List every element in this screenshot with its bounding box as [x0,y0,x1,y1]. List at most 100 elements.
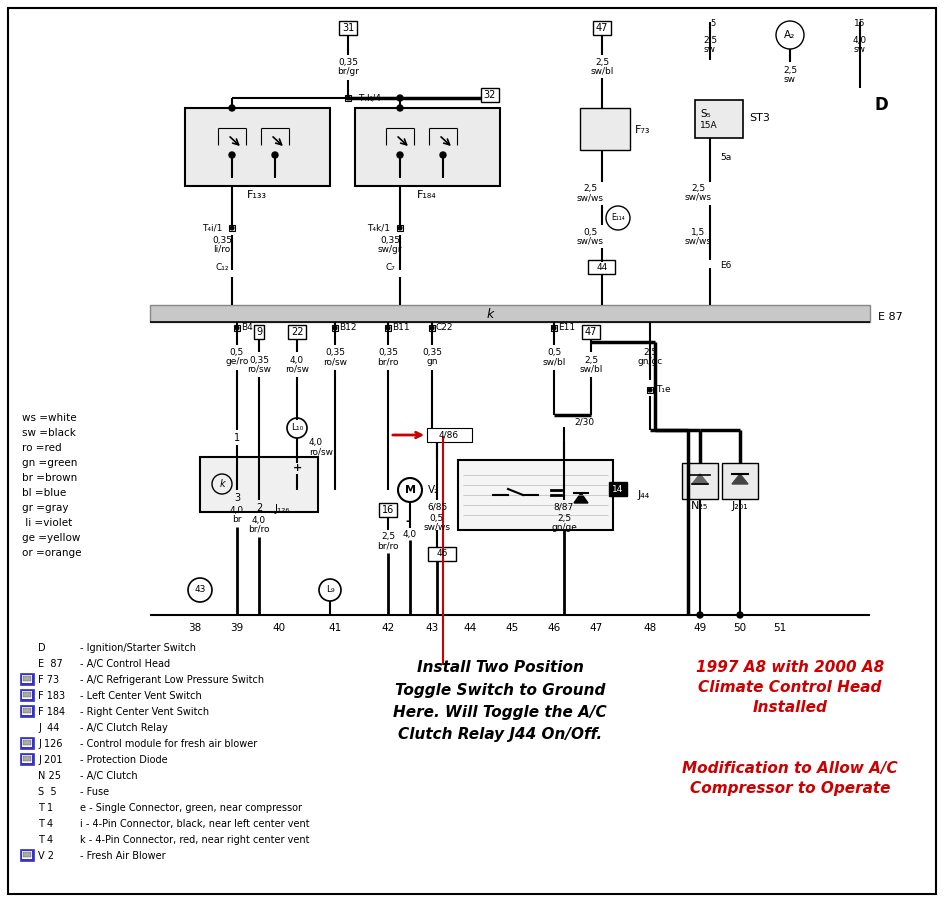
Polygon shape [574,493,588,503]
Text: gn/gc: gn/gc [637,356,663,365]
Bar [609,482,627,496]
Text: 1,5: 1,5 [691,227,705,236]
Circle shape [737,612,743,618]
Bar [20,753,34,765]
Bar [355,108,500,186]
Text: 0,5: 0,5 [547,348,561,357]
Text: 4,0: 4,0 [403,529,417,538]
Bar [397,225,403,231]
Bar [23,708,31,713]
Text: 43: 43 [194,585,206,594]
Text: 4,0: 4,0 [290,355,304,364]
Text: Compressor to Operate: Compressor to Operate [690,780,890,796]
Text: 1: 1 [234,433,240,443]
Text: T₁e: T₁e [656,385,670,394]
Text: k: k [486,308,494,320]
Bar [185,108,330,186]
Text: F₁₃₃: F₁₃₃ [247,190,267,200]
Text: 47: 47 [585,327,598,337]
Circle shape [397,105,403,111]
Bar [695,100,743,138]
Text: 16: 16 [382,505,395,515]
Text: 2/30: 2/30 [574,418,594,427]
Bar [345,95,351,101]
Text: 0,5: 0,5 [230,348,244,357]
Text: - Right Center Vent Switch: - Right Center Vent Switch [80,707,210,717]
Bar [427,428,472,442]
Text: 44: 44 [464,623,477,633]
Text: 2: 2 [256,503,262,513]
Bar [20,673,34,685]
Text: L₉: L₉ [326,585,334,594]
Text: gr =gray: gr =gray [22,503,69,513]
Text: k - 4-Pin Connector, red, near right center vent: k - 4-Pin Connector, red, near right cen… [80,835,310,845]
Text: 2,5: 2,5 [643,347,657,356]
Bar [23,852,31,857]
Text: 48: 48 [644,623,657,633]
Text: - Control module for fresh air blower: - Control module for fresh air blower [80,739,258,749]
Text: 4,0: 4,0 [853,35,867,44]
Text: 3: 3 [234,493,240,503]
Text: M: M [404,485,415,495]
Bar [551,325,557,331]
Text: 15: 15 [854,19,866,27]
Text: C₁₂: C₁₂ [215,263,228,272]
Text: 0,35: 0,35 [380,235,400,244]
Text: li =violet: li =violet [22,518,73,528]
Text: N₂₅: N₂₅ [691,501,709,511]
Text: 43: 43 [426,623,439,633]
Circle shape [230,226,234,230]
Text: 22: 22 [291,327,303,337]
Bar [332,325,338,331]
Text: V₂: V₂ [428,485,439,495]
Text: J₂₀₁: J₂₀₁ [732,501,749,511]
Text: 0,5: 0,5 [430,513,444,522]
Bar [22,691,32,699]
Bar [23,740,31,745]
Bar [588,260,615,274]
Text: - Protection Diode: - Protection Diode [80,755,168,765]
Text: L₁₀: L₁₀ [291,424,303,432]
Text: 2,5: 2,5 [595,58,609,67]
Polygon shape [692,474,708,484]
Text: C22: C22 [436,324,453,333]
Text: J 126: J 126 [38,739,62,749]
Text: 4,0: 4,0 [309,438,323,447]
Text: 46: 46 [548,623,561,633]
Text: sw/ws: sw/ws [577,236,603,245]
Text: 4,0: 4,0 [230,505,244,514]
Bar [429,325,435,331]
Bar [20,689,34,701]
Bar [458,460,613,530]
Text: sw/ws: sw/ws [684,192,712,201]
Text: -: - [405,516,411,529]
Bar [23,676,31,681]
Text: sw/ws: sw/ws [577,194,603,203]
Circle shape [333,327,337,330]
Text: 41: 41 [329,623,342,633]
Bar [234,325,240,331]
Text: 0,35: 0,35 [212,235,232,244]
Bar [23,756,31,761]
Circle shape [440,152,446,158]
Text: br/gr: br/gr [337,68,359,77]
Bar [22,755,32,763]
Text: k: k [219,479,225,489]
Bar [647,387,653,393]
Text: B12: B12 [339,324,357,333]
Circle shape [697,612,703,618]
Text: Toggle Switch to Ground: Toggle Switch to Ground [395,683,605,697]
Text: 44: 44 [597,262,608,272]
Text: ST3: ST3 [749,113,770,123]
Text: 47: 47 [596,23,608,33]
Bar [200,457,318,512]
Text: ro/sw: ro/sw [309,447,333,456]
Text: T 1: T 1 [38,803,53,813]
Circle shape [346,97,350,100]
Text: 2,5: 2,5 [381,532,395,541]
Text: br/ro: br/ro [378,541,398,550]
Text: E6: E6 [720,261,732,270]
Text: ge/ro: ge/ro [226,357,248,366]
Circle shape [235,327,239,330]
Text: 49: 49 [694,623,707,633]
